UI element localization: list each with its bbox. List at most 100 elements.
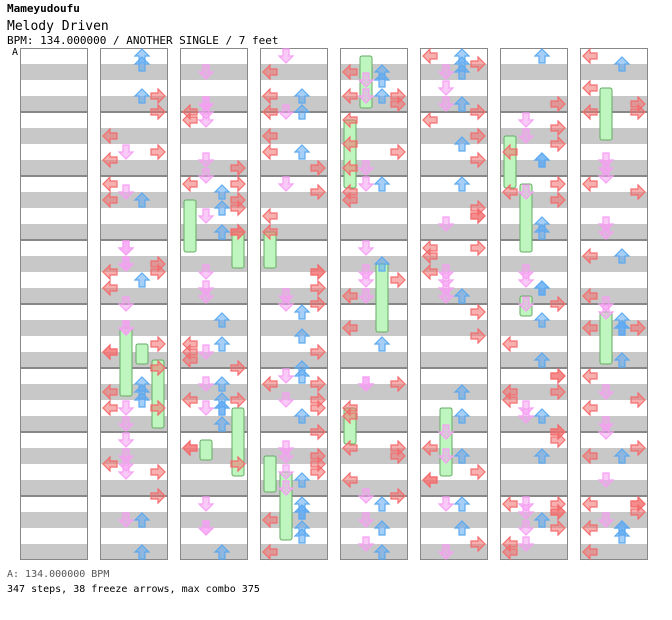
step-arrow-down xyxy=(277,368,295,384)
beat-stripe xyxy=(500,528,568,544)
step-arrow-right xyxy=(310,263,326,281)
step-arrow-down xyxy=(197,96,215,112)
beat-stripe xyxy=(20,352,88,368)
step-arrow-left xyxy=(102,455,118,473)
step-arrow-down xyxy=(197,496,215,512)
beat-stripe xyxy=(20,464,88,480)
beat-stripe xyxy=(20,80,88,96)
measure-box xyxy=(500,176,568,240)
beat-stripe xyxy=(260,256,328,272)
step-arrow-up xyxy=(453,96,471,112)
beat-stripe xyxy=(580,240,648,256)
beat-stripe xyxy=(20,176,88,192)
step-arrow-down xyxy=(597,224,615,240)
step-arrow-left xyxy=(342,159,358,177)
beat-stripe xyxy=(260,304,328,320)
step-arrow-up xyxy=(293,504,311,520)
step-arrow-down xyxy=(437,96,455,112)
step-arrow-left xyxy=(262,103,278,121)
step-arrow-left xyxy=(342,439,358,457)
step-arrow-up xyxy=(293,520,311,536)
beat-stripe xyxy=(260,160,328,176)
step-arrow-right xyxy=(310,183,326,201)
measure-box xyxy=(420,496,488,560)
step-arrow-right xyxy=(470,103,486,121)
beat-stripe xyxy=(180,336,248,352)
step-arrow-left xyxy=(102,151,118,169)
step-arrow-right xyxy=(470,55,486,73)
beat-stripe xyxy=(180,480,248,496)
step-arrow-left xyxy=(182,175,198,193)
step-arrow-right xyxy=(230,159,246,177)
freeze-arrow xyxy=(199,439,213,461)
beat-stripe xyxy=(180,192,248,208)
step-arrow-up xyxy=(293,328,311,344)
beat-stripe xyxy=(500,336,568,352)
beat-stripe xyxy=(340,80,408,96)
beat-stripe xyxy=(20,240,88,256)
measure-box xyxy=(420,432,488,496)
step-arrow-left xyxy=(262,207,278,225)
step-arrow-down xyxy=(437,424,455,440)
beat-stripe xyxy=(340,48,408,64)
beat-stripe xyxy=(340,176,408,192)
step-arrow-right xyxy=(390,87,406,105)
beat-stripe xyxy=(100,416,168,432)
step-arrow-left xyxy=(582,175,598,193)
measure-box xyxy=(260,304,328,368)
beat-stripe xyxy=(420,96,488,112)
beat-stripe xyxy=(180,464,248,480)
step-arrow-left xyxy=(582,495,598,513)
step-arrow-down xyxy=(197,152,215,168)
step-arrow-down xyxy=(597,424,615,440)
beat-stripe xyxy=(340,256,408,272)
beat-stripe xyxy=(180,144,248,160)
step-arrow-right xyxy=(630,503,646,521)
beat-stripe xyxy=(500,288,568,304)
beat-stripe xyxy=(580,96,648,112)
step-arrow-up xyxy=(133,272,151,288)
measure-box xyxy=(420,304,488,368)
beat-stripe xyxy=(420,544,488,560)
beat-stripe xyxy=(580,192,648,208)
step-arrow-down xyxy=(357,272,375,288)
step-arrow-up xyxy=(293,360,311,376)
beat-stripe xyxy=(340,496,408,512)
beat-stripe xyxy=(500,416,568,432)
measure-box xyxy=(420,48,488,112)
step-arrow-up xyxy=(453,448,471,464)
step-arrow-right xyxy=(390,143,406,161)
step-arrow-down xyxy=(197,208,215,224)
step-arrow-right xyxy=(390,487,406,505)
beat-stripe xyxy=(180,304,248,320)
step-arrow-down xyxy=(517,504,535,520)
step-arrow-left xyxy=(422,439,438,457)
beat-stripe xyxy=(340,160,408,176)
beat-stripe xyxy=(340,272,408,288)
beat-stripe xyxy=(180,368,248,384)
freeze-arrow xyxy=(183,199,197,253)
beat-stripe xyxy=(340,320,408,336)
beat-stripe xyxy=(260,96,328,112)
beat-stripe xyxy=(420,240,488,256)
beat-stripe xyxy=(340,192,408,208)
beat-stripe xyxy=(100,496,168,512)
beat-stripe xyxy=(180,128,248,144)
beat-stripe xyxy=(500,352,568,368)
step-arrow-up xyxy=(213,376,231,392)
freeze-arrow xyxy=(503,135,517,189)
beat-stripe xyxy=(420,464,488,480)
step-arrow-down xyxy=(197,64,215,80)
beat-stripe xyxy=(180,256,248,272)
step-arrow-left xyxy=(102,343,118,361)
step-arrow-left xyxy=(342,319,358,337)
step-arrow-up xyxy=(213,416,231,432)
beat-stripe xyxy=(100,160,168,176)
chart-column xyxy=(580,47,648,561)
step-arrow-right xyxy=(550,367,566,385)
beat-stripe xyxy=(420,112,488,128)
step-arrow-down xyxy=(437,448,455,464)
step-arrow-left xyxy=(102,263,118,281)
beat-stripe xyxy=(260,544,328,560)
beat-stripe xyxy=(180,416,248,432)
